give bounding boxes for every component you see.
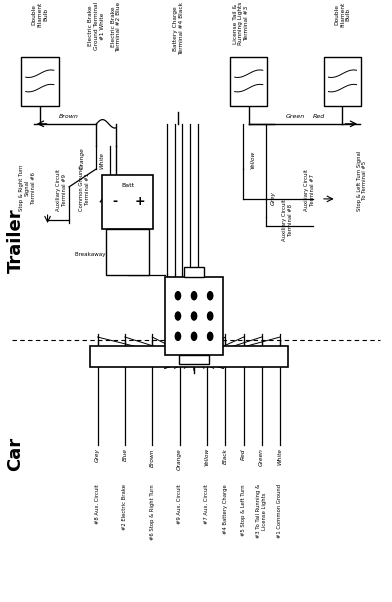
Text: #6 Stop & Right Turn: #6 Stop & Right Turn — [150, 484, 155, 540]
Text: Car: Car — [7, 437, 25, 471]
Bar — [324, 57, 361, 107]
Circle shape — [207, 291, 213, 300]
Text: Breakaway Switch: Breakaway Switch — [75, 252, 125, 257]
Text: Double
Filament
Bulb: Double Filament Bulb — [334, 2, 351, 27]
Bar — [165, 277, 223, 355]
Text: #8 Aux. Circuit: #8 Aux. Circuit — [95, 484, 100, 524]
Text: Grey: Grey — [95, 448, 100, 462]
Text: Auxiliary Circuit
Terminal #9: Auxiliary Circuit Terminal #9 — [56, 169, 67, 211]
Text: Blue: Blue — [122, 448, 127, 461]
Text: #3 To Tail Running &
License Lights: #3 To Tail Running & License Lights — [256, 484, 267, 538]
Text: Auxiliary Circuit
Terminal #7: Auxiliary Circuit Terminal #7 — [304, 169, 315, 211]
Text: #4 Battery Charge: #4 Battery Charge — [223, 484, 228, 534]
Text: #9 Aux. Circuit: #9 Aux. Circuit — [177, 484, 182, 524]
Text: Double
Filament
Bulb: Double Filament Bulb — [31, 2, 48, 27]
Text: Green: Green — [286, 114, 305, 119]
Text: Stop & Right Turn
Signal
Terminal #6: Stop & Right Turn Signal Terminal #6 — [19, 164, 36, 211]
Text: Trailer: Trailer — [7, 209, 25, 273]
Text: Electric Brake
Terminal #2 Blue: Electric Brake Terminal #2 Blue — [111, 2, 122, 52]
Text: Battery Charge
Terminal #4 Black: Battery Charge Terminal #4 Black — [173, 2, 184, 55]
Circle shape — [191, 332, 197, 340]
Text: -: - — [113, 196, 118, 208]
Text: License Tail &
Running Lights
Terminal #3: License Tail & Running Lights Terminal #… — [232, 2, 249, 45]
Text: Red: Red — [241, 448, 246, 460]
Circle shape — [191, 291, 197, 300]
Text: #2 Electric Brake: #2 Electric Brake — [122, 484, 127, 530]
Bar — [184, 267, 204, 277]
Text: Brown: Brown — [150, 448, 155, 467]
Text: Auxiliary Circuit
Terminal #8: Auxiliary Circuit Terminal #8 — [282, 199, 293, 241]
Text: Yellow: Yellow — [205, 448, 209, 467]
Circle shape — [207, 332, 213, 340]
Circle shape — [175, 312, 181, 320]
Bar — [90, 346, 288, 367]
Circle shape — [191, 312, 197, 320]
Text: White: White — [278, 448, 283, 465]
Text: Stop & Left Turn Signal
To Terminal #5: Stop & Left Turn Signal To Terminal #5 — [357, 150, 367, 211]
Bar — [180, 355, 209, 364]
Text: Batt: Batt — [121, 183, 134, 188]
Text: Electric Brake
Ground Terminal
#1 White: Electric Brake Ground Terminal #1 White — [88, 2, 105, 50]
Circle shape — [175, 291, 181, 300]
Text: #7 Aux. Circuit: #7 Aux. Circuit — [205, 484, 209, 524]
Text: Brown: Brown — [59, 114, 79, 119]
Text: +: + — [135, 196, 146, 208]
Text: Grey: Grey — [270, 191, 276, 205]
Text: #1 Common Ground: #1 Common Ground — [278, 484, 283, 538]
Bar — [230, 57, 267, 107]
Text: Orange: Orange — [80, 147, 84, 169]
Text: Black: Black — [223, 448, 228, 464]
Text: Red: Red — [313, 114, 325, 119]
Text: White: White — [99, 152, 104, 169]
Text: Orange: Orange — [177, 448, 182, 470]
Bar — [102, 175, 153, 229]
Text: Common Ground
Terminal #1: Common Ground Terminal #1 — [79, 166, 90, 211]
Bar — [21, 57, 58, 107]
Text: Yellow: Yellow — [250, 150, 255, 169]
Text: #5 Stop & Left Turn: #5 Stop & Left Turn — [241, 484, 246, 536]
Bar — [106, 229, 149, 275]
Circle shape — [207, 312, 213, 320]
Text: Green: Green — [259, 448, 264, 466]
Circle shape — [175, 332, 181, 340]
